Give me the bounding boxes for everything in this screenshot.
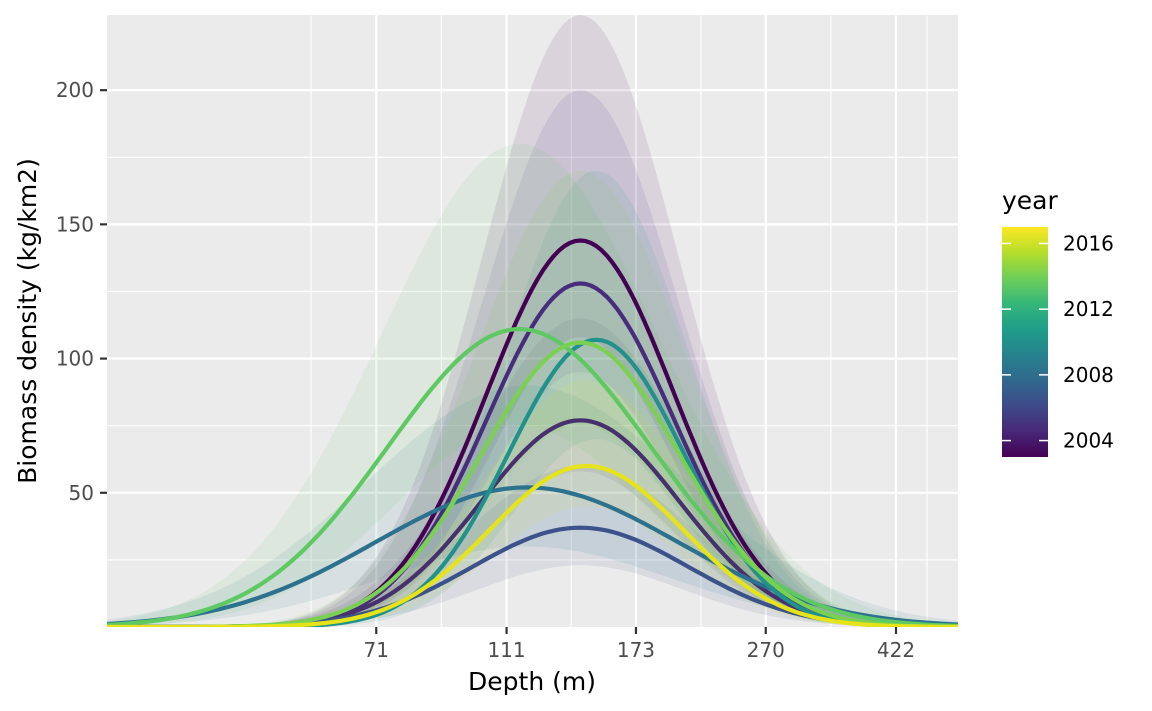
major-gridlines: [107, 15, 958, 627]
ci-ribbon-2016: [107, 380, 958, 627]
y-tick-label: 200: [56, 78, 94, 102]
ci-ribbon-2013: [107, 170, 958, 627]
y-axis-title: Biomass density (kg/km2): [13, 158, 42, 484]
colorbar-label: 2012: [1063, 297, 1114, 321]
y-tick-label: 50: [69, 481, 94, 505]
x-tick-label: 422: [877, 638, 915, 662]
series-line-2012: [107, 327, 958, 627]
ci-ribbon-2008: [107, 385, 958, 627]
x-tick-label: 173: [617, 638, 655, 662]
y-tick-label: 150: [56, 212, 94, 236]
y-axis: 50 100 150 200: [56, 78, 107, 505]
plot-panel: [107, 15, 958, 627]
colorbar-ticks: 2004 2008 2012 2016: [1002, 231, 1114, 453]
ci-ribbon-2010: [107, 170, 958, 627]
y-tick-label: 100: [56, 347, 94, 371]
x-tick-label: 270: [747, 638, 785, 662]
series-line-2016: [107, 463, 958, 627]
series-lines: [107, 238, 958, 627]
legend-title: year: [1002, 186, 1058, 215]
ci-ribbon-2012: [107, 143, 958, 627]
x-axis: 71 111 173 270 422: [364, 627, 915, 662]
colorbar-label: 2016: [1063, 231, 1114, 255]
ci-ribbon-2006: [107, 318, 958, 627]
ci-ribbon-2003: [107, 15, 958, 627]
legend: year 2004 2008 2012 2016: [1002, 186, 1114, 457]
colorbar-label: 2004: [1063, 429, 1114, 453]
x-tick-label: 111: [487, 638, 525, 662]
colorbar: [1002, 227, 1048, 457]
x-tick-label: 71: [364, 638, 389, 662]
ci-ribbon-2005: [107, 90, 958, 627]
confidence-ribbons: [107, 15, 958, 627]
x-axis-title: Depth (m): [468, 667, 596, 696]
colorbar-label: 2008: [1063, 363, 1114, 387]
